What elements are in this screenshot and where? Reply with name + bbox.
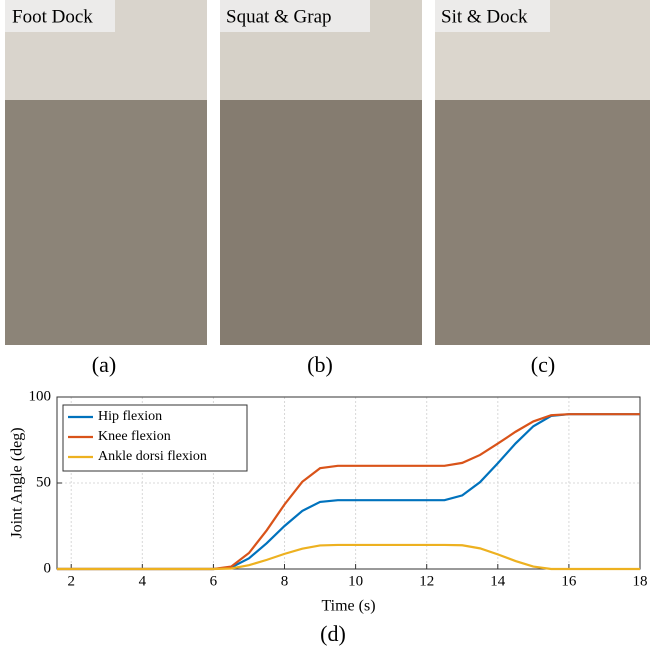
x-axis-label: Time (s)	[321, 598, 375, 615]
photo-c: Sit & Dock	[435, 0, 650, 345]
panel-label: (d)	[320, 621, 346, 646]
y-axis-label: Joint Angle (deg)	[9, 427, 26, 538]
figure: Foot Dock Squat & Grap Sit & Dock (a) (b…	[0, 0, 652, 654]
photo-caption: Foot Dock	[12, 6, 93, 27]
x-tick-label: 16	[561, 573, 577, 589]
y-tick-label: 50	[36, 474, 51, 490]
x-tick-label: 2	[67, 573, 75, 589]
y-tick-label: 100	[29, 388, 52, 404]
panel-label: (b)	[307, 352, 333, 377]
photo-b: Squat & Grap	[220, 0, 422, 345]
photo-caption: Sit & Dock	[441, 6, 528, 27]
legend-label: Ankle dorsi flexion	[98, 449, 207, 464]
legend-label: Knee flexion	[98, 429, 171, 444]
x-tick-label: 12	[419, 573, 434, 589]
y-tick-label: 0	[44, 560, 52, 576]
x-tick-label: 10	[348, 573, 363, 589]
panel-label: (a)	[92, 352, 116, 377]
photo-caption: Squat & Grap	[226, 6, 332, 27]
panel-label: (c)	[531, 352, 555, 377]
series-line	[57, 545, 640, 569]
x-tick-label: 6	[210, 573, 218, 589]
figure-canvas: Foot Dock Squat & Grap Sit & Dock (a) (b…	[0, 0, 652, 654]
x-tick-label: 18	[633, 573, 648, 589]
legend-label: Hip flexion	[98, 409, 162, 424]
x-tick-label: 8	[281, 573, 289, 589]
photo-a: Foot Dock	[5, 0, 207, 345]
x-tick-label: 14	[490, 573, 506, 589]
x-tick-label: 4	[139, 573, 147, 589]
